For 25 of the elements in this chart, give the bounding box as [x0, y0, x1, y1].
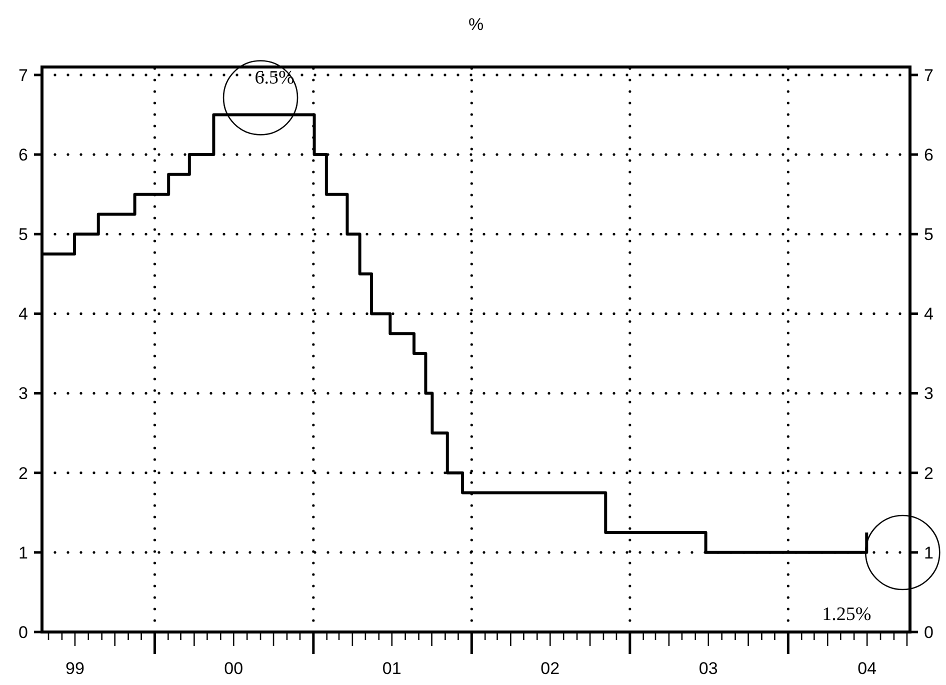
y-tick-label: 7: [18, 66, 28, 85]
y-tick-label: 4: [18, 304, 28, 324]
y2-tick-label: 7: [924, 66, 934, 85]
annotation: 6.5%: [254, 68, 294, 89]
x-tick-label: 01: [382, 659, 402, 678]
y-tick-label: 5: [18, 225, 28, 244]
y-tick-label: 2: [18, 464, 28, 483]
x-tick-label: 02: [540, 659, 560, 678]
y2-tick-label: 0: [924, 622, 934, 642]
x-tick-label: 99: [65, 659, 84, 678]
x-tick-label: 00: [224, 659, 244, 678]
y2-tick-label: 3: [924, 384, 934, 404]
annotation: 1.25%: [822, 604, 872, 625]
y2-tick-label: 6: [924, 145, 934, 164]
y2-tick-label: 1: [924, 543, 934, 562]
y-tick-label: 0: [18, 622, 28, 642]
y-tick-label: 6: [18, 145, 28, 164]
y2-tick-label: 5: [924, 225, 934, 244]
chart-title: %: [468, 15, 484, 34]
y-tick-label: 3: [18, 384, 28, 404]
y-tick-label: 1: [18, 543, 28, 562]
x-tick-label: 03: [698, 659, 718, 678]
y2-tick-label: 4: [924, 304, 934, 324]
x-tick-label: 04: [858, 659, 877, 678]
y2-tick-label: 2: [924, 464, 934, 483]
